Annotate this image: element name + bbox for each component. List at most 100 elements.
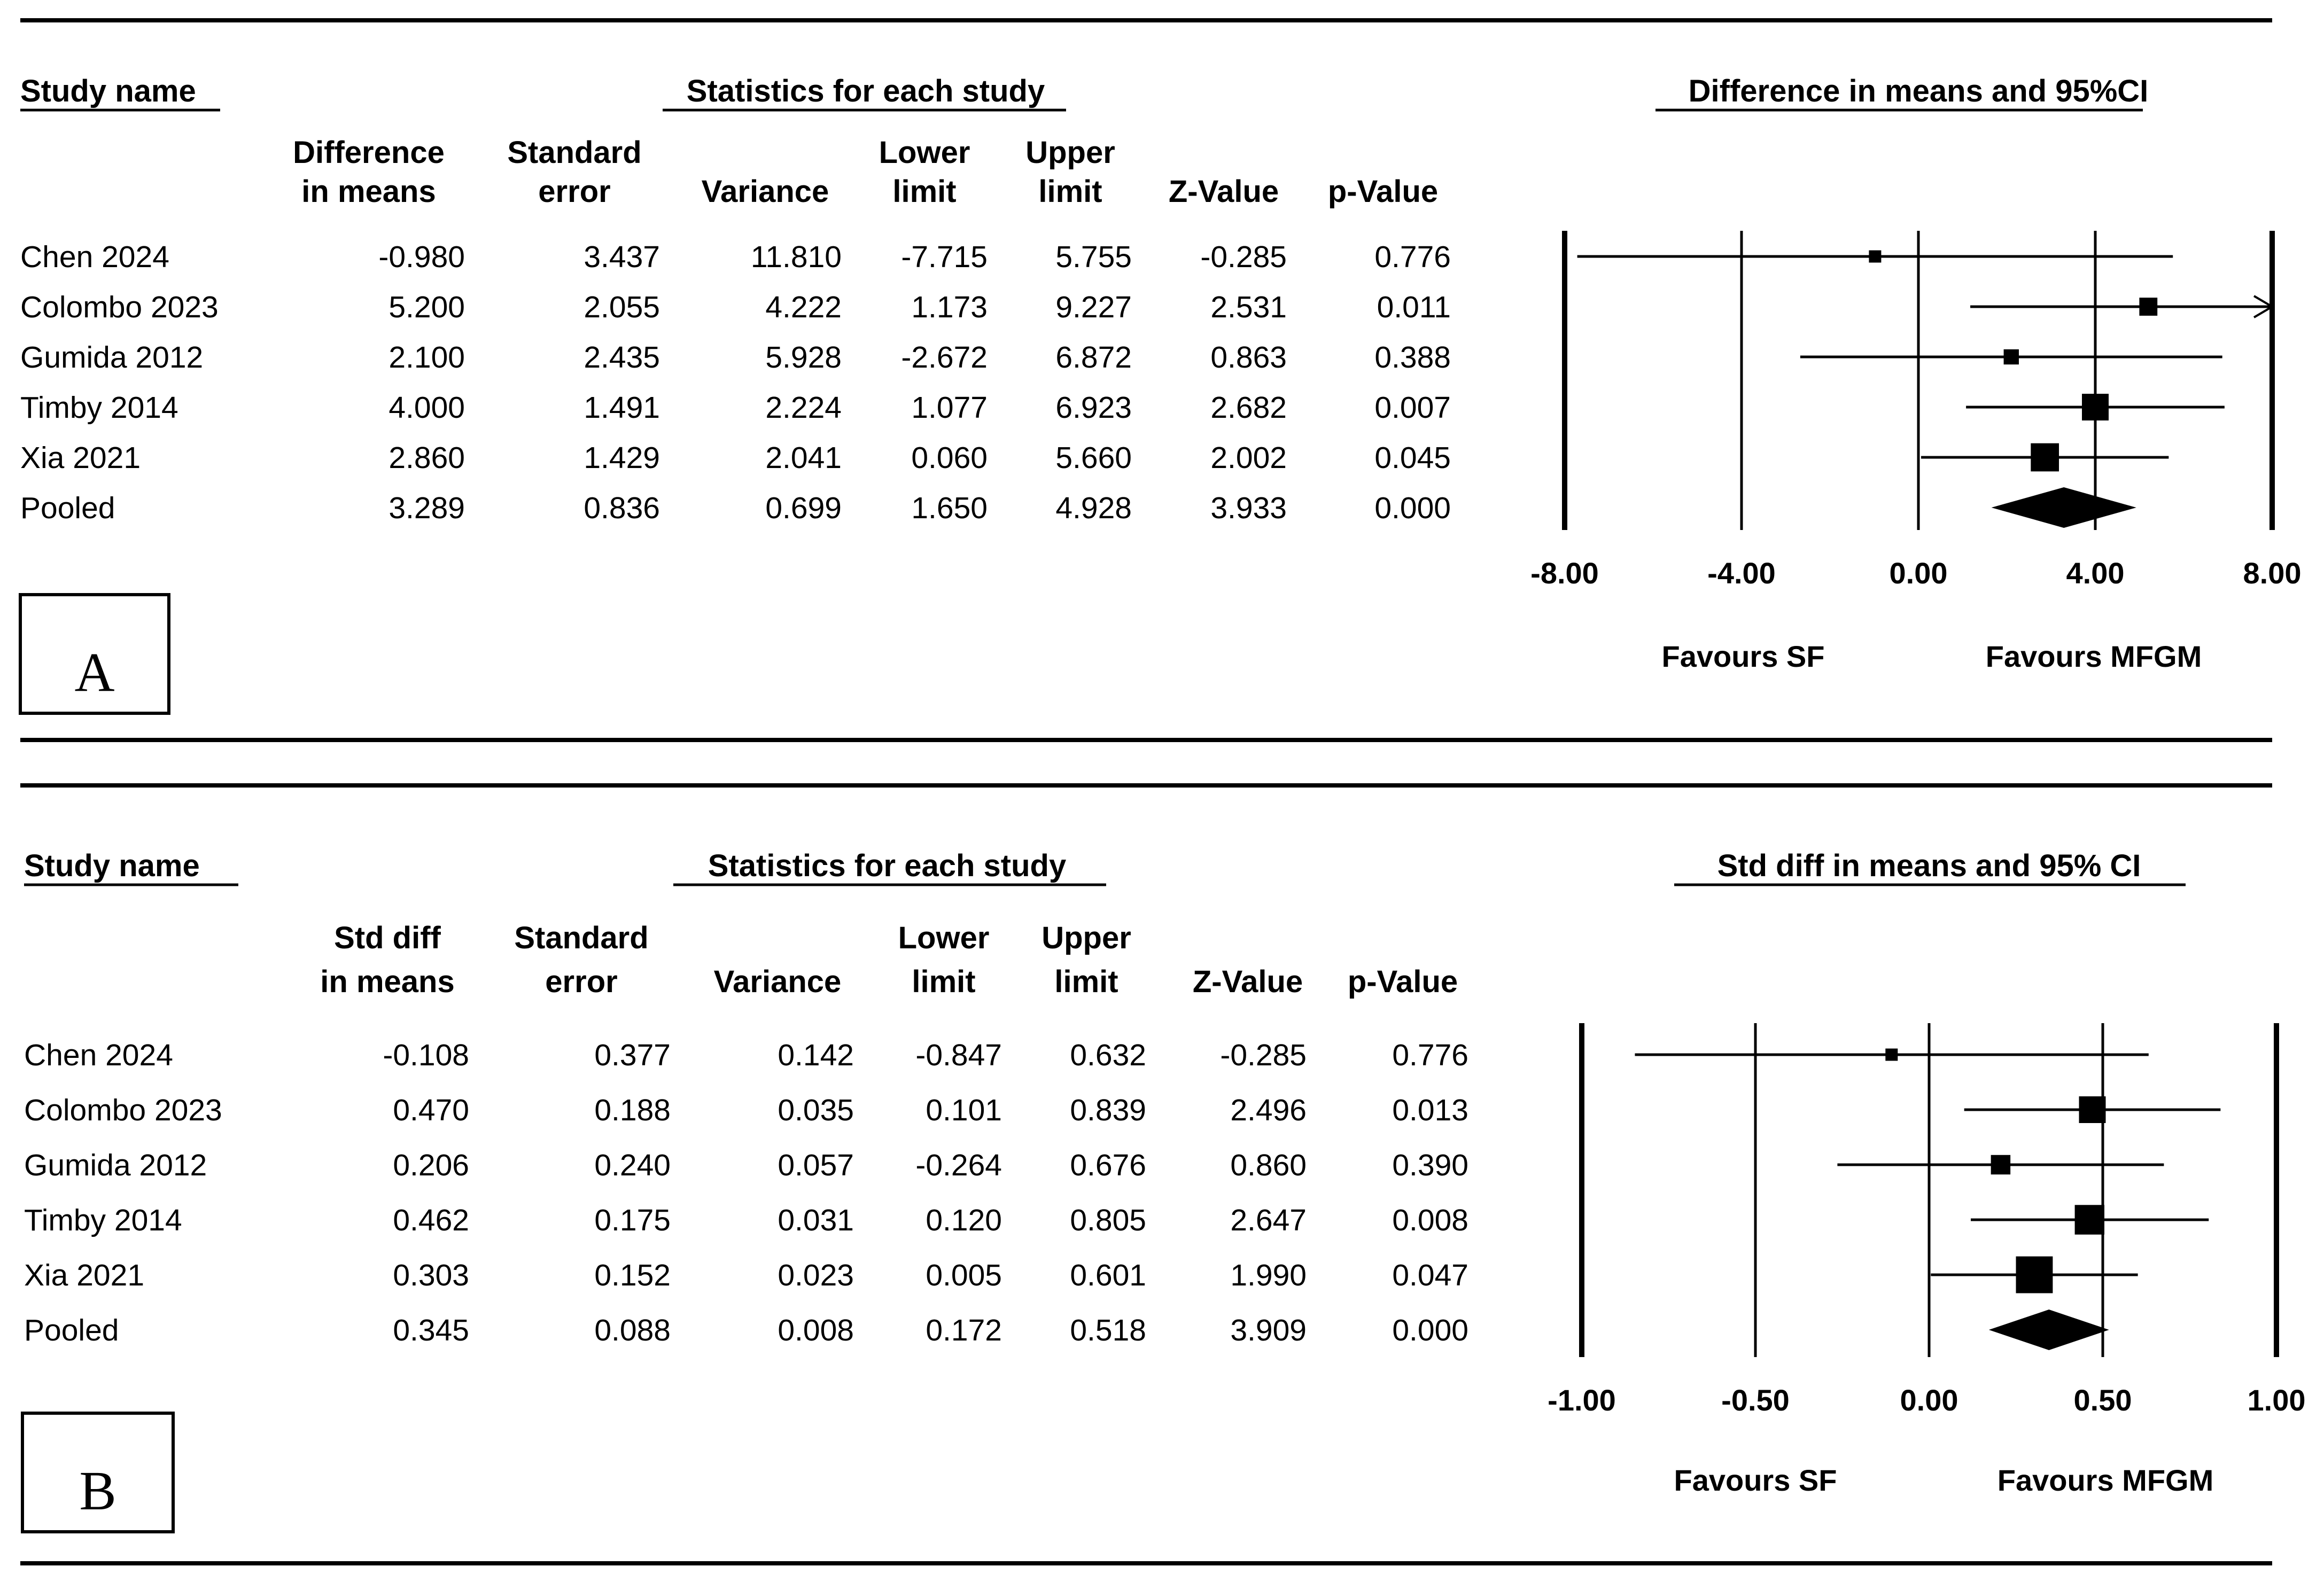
stat-cell: 0.839 <box>1070 1093 1146 1127</box>
x-tick-label: -4.00 <box>1707 556 1776 590</box>
stat-cell: 0.188 <box>594 1093 671 1127</box>
study-row: Timby 2014 0.462 0.175 0.031 0.120 0.805 2.647… <box>24 1203 1468 1237</box>
column-header-line2: limit <box>912 964 975 999</box>
column-header-line2: error <box>545 964 617 999</box>
stat-cell: 2.531 <box>1210 290 1287 324</box>
study-row: Gumida 2012 0.206 0.240 0.057 -0.264 0.676 0.8… <box>24 1148 1468 1182</box>
favours-left-label: Favours SF <box>1674 1463 1837 1497</box>
stat-cell: 4.928 <box>1055 491 1132 525</box>
stat-cell: 2.860 <box>388 441 465 475</box>
pooled-diamond <box>1988 1310 2109 1350</box>
stat-cell: -0.847 <box>915 1038 1002 1072</box>
ci-arrow <box>2253 295 2274 318</box>
stat-cell: -0.285 <box>1200 240 1287 274</box>
column-header-line1: Lower <box>879 135 970 170</box>
stat-cell: 0.008 <box>1392 1203 1468 1237</box>
stat-cell: 2.224 <box>765 391 842 425</box>
stat-cell: 0.776 <box>1374 240 1451 274</box>
x-tick-label: 4.00 <box>2066 556 2125 590</box>
stat-cell: 2.055 <box>584 290 660 324</box>
point-estimate-square <box>2082 394 2109 420</box>
pooled-row: Pooled 0.345 0.088 0.008 0.172 0.518 3.909 0.00… <box>24 1313 1468 1347</box>
column-header-line1: Standard <box>507 135 641 170</box>
stat-cell: 0.060 <box>911 441 988 475</box>
stat-cell: 6.872 <box>1055 340 1132 375</box>
x-tick-label: 0.00 <box>1890 556 1948 590</box>
study-name-header: Study name <box>24 848 200 883</box>
panel-label-box <box>19 593 170 715</box>
stat-cell: 0.601 <box>1070 1258 1146 1292</box>
favours-left-label: Favours SF <box>1662 640 1825 673</box>
plot-title: Std diff in means and 95% CI <box>1717 848 2141 883</box>
stat-cell: 1.429 <box>584 441 660 475</box>
stat-cell: 0.377 <box>594 1038 671 1072</box>
column-header-line2: Variance <box>714 964 842 999</box>
stat-cell: 0.462 <box>393 1203 469 1237</box>
panel-b: Study name Statistics for each study Std d… <box>20 783 2306 1565</box>
column-header-line2: limit <box>892 174 956 209</box>
x-tick-label: -8.00 <box>1530 556 1599 590</box>
stat-cell: -2.672 <box>901 340 988 375</box>
panel-label: B <box>79 1460 116 1522</box>
x-tick-label: 0.00 <box>1900 1383 1958 1417</box>
stat-cell: 0.345 <box>393 1313 469 1347</box>
stat-cell: -0.264 <box>915 1148 1002 1182</box>
stat-cell: 0.045 <box>1374 441 1451 475</box>
x-tick-label: -0.50 <box>1721 1383 1790 1417</box>
forest-plot: -1.00 -0.50 0.00 0.50 1.00 Favours SF Favours … <box>1548 1023 2306 1497</box>
stat-cell: 0.388 <box>1374 340 1451 375</box>
stat-cell: 2.496 <box>1230 1093 1307 1127</box>
stat-cell: 0.805 <box>1070 1203 1146 1237</box>
study-name: Colombo 2023 <box>20 290 219 324</box>
column-header-line1: Std diff <box>334 921 441 955</box>
point-estimate-square <box>2079 1096 2106 1123</box>
stat-cell: 0.390 <box>1392 1148 1468 1182</box>
study-name: Xia 2021 <box>24 1258 144 1292</box>
stat-cell: 0.031 <box>778 1203 854 1237</box>
stat-cell: 0.011 <box>1377 290 1451 324</box>
stat-cell: 0.776 <box>1392 1038 1468 1072</box>
stat-cell: 0.005 <box>926 1258 1002 1292</box>
stat-cell: 0.000 <box>1392 1313 1468 1347</box>
stat-cell: 2.041 <box>765 441 842 475</box>
stat-cell: 2.682 <box>1210 391 1287 425</box>
study-name: Colombo 2023 <box>24 1093 222 1127</box>
stat-cell: 5.200 <box>388 290 465 324</box>
point-estimate-square <box>1991 1155 2011 1175</box>
favours-right-label: Favours MFGM <box>1986 640 2202 673</box>
study-row: Gumida 2012 2.100 2.435 5.928 -2.672 6.872 0.8… <box>20 340 1451 375</box>
stat-cell: 0.023 <box>778 1258 854 1292</box>
stat-cell: 2.002 <box>1210 441 1287 475</box>
panel-label: A <box>74 642 114 703</box>
stat-cell: 0.836 <box>584 491 660 525</box>
stat-cell: 3.933 <box>1210 491 1287 525</box>
statistics-header: Statistics for each study <box>687 74 1045 108</box>
stat-cell: 1.077 <box>911 391 988 425</box>
study-name: Chen 2024 <box>20 240 169 274</box>
stat-cell: 0.632 <box>1070 1038 1146 1072</box>
stat-cell: 0.470 <box>393 1093 469 1127</box>
stat-cell: 0.175 <box>594 1203 671 1237</box>
stat-cell: 0.088 <box>594 1313 671 1347</box>
study-name: Xia 2021 <box>20 441 141 475</box>
stat-cell: 1.650 <box>911 491 988 525</box>
column-header-line1: Upper <box>1025 135 1115 170</box>
stat-cell: 5.755 <box>1055 240 1132 274</box>
stat-cell: 6.923 <box>1055 391 1132 425</box>
forest-plot: -8.00 -4.00 0.00 4.00 8.00 Favours SF Favours … <box>1530 231 2302 673</box>
point-estimate-square <box>2031 443 2059 472</box>
column-header-line2: Z-Value <box>1193 964 1303 999</box>
column-header-line1: Standard <box>514 921 648 955</box>
favours-right-label: Favours MFGM <box>1997 1463 2213 1497</box>
column-header-line2: error <box>538 174 610 209</box>
pooled-row: Pooled 3.289 0.836 0.699 1.650 4.928 3.933 0.00… <box>20 491 1451 525</box>
study-name: Timby 2014 <box>20 391 178 425</box>
column-header-line1: Upper <box>1041 921 1131 955</box>
point-estimate-square <box>2016 1256 2053 1293</box>
column-header-line2: Z-Value <box>1169 174 1279 209</box>
pooled-diamond <box>1991 487 2136 528</box>
stat-cell: 0.676 <box>1070 1148 1146 1182</box>
study-name: Gumida 2012 <box>20 340 203 375</box>
stat-cell: 9.227 <box>1055 290 1132 324</box>
panel-a: Study name Statistics for each study Diffe… <box>19 18 2302 742</box>
